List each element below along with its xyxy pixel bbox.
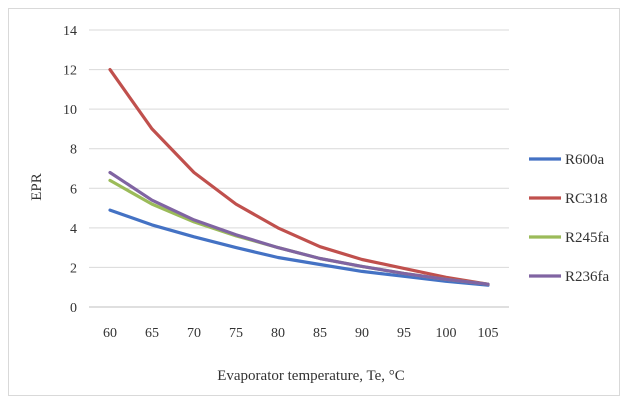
y-axis-title: EPR xyxy=(29,173,45,201)
x-tick-label: 70 xyxy=(187,326,201,341)
series-line-r245fa xyxy=(108,178,490,286)
y-tick-label: 12 xyxy=(63,64,77,79)
y-tick-label: 4 xyxy=(70,222,77,237)
x-tick-label: 100 xyxy=(436,326,457,341)
series-line-r236fa xyxy=(108,170,490,286)
series-line-r600a xyxy=(108,208,490,287)
x-tick-labels: 60 65 70 75 80 85 90 95 100 105 xyxy=(103,326,499,341)
x-tick-label: 95 xyxy=(397,326,411,341)
legend-label: R236fa xyxy=(565,269,610,285)
legend-label: R245fa xyxy=(565,230,610,246)
chart-frame: 0 2 4 6 8 10 12 14 60 65 70 75 80 85 90 95 100 105 EPR E… xyxy=(8,8,620,396)
x-tick-label: 65 xyxy=(145,326,159,341)
x-tick-label: 90 xyxy=(355,326,369,341)
legend-label: RC318 xyxy=(565,191,608,207)
y-tick-label: 14 xyxy=(63,24,77,39)
x-tick-label: 85 xyxy=(313,326,327,341)
y-tick-label: 8 xyxy=(70,143,77,158)
x-tick-label: 105 xyxy=(478,326,499,341)
gridlines xyxy=(89,29,509,268)
y-tick-label: 2 xyxy=(70,261,77,276)
legend-label: R600a xyxy=(565,152,605,168)
x-tick-label: 60 xyxy=(103,326,117,341)
series-line-rc318 xyxy=(108,67,490,286)
line-chart: 0 2 4 6 8 10 12 14 60 65 70 75 80 85 90 95 100 105 EPR E… xyxy=(29,24,610,384)
series-lines xyxy=(108,67,490,287)
x-axis-title: Evaporator temperature, Te, °C xyxy=(217,368,405,384)
y-tick-label: 10 xyxy=(63,103,77,118)
x-tick-label: 80 xyxy=(271,326,285,341)
y-tick-label: 0 xyxy=(70,301,77,316)
legend: R600a RC318 R245fa R236fa xyxy=(529,152,610,285)
x-tick-label: 75 xyxy=(229,326,243,341)
y-tick-labels: 0 2 4 6 8 10 12 14 xyxy=(63,24,77,316)
y-tick-label: 6 xyxy=(70,182,77,197)
